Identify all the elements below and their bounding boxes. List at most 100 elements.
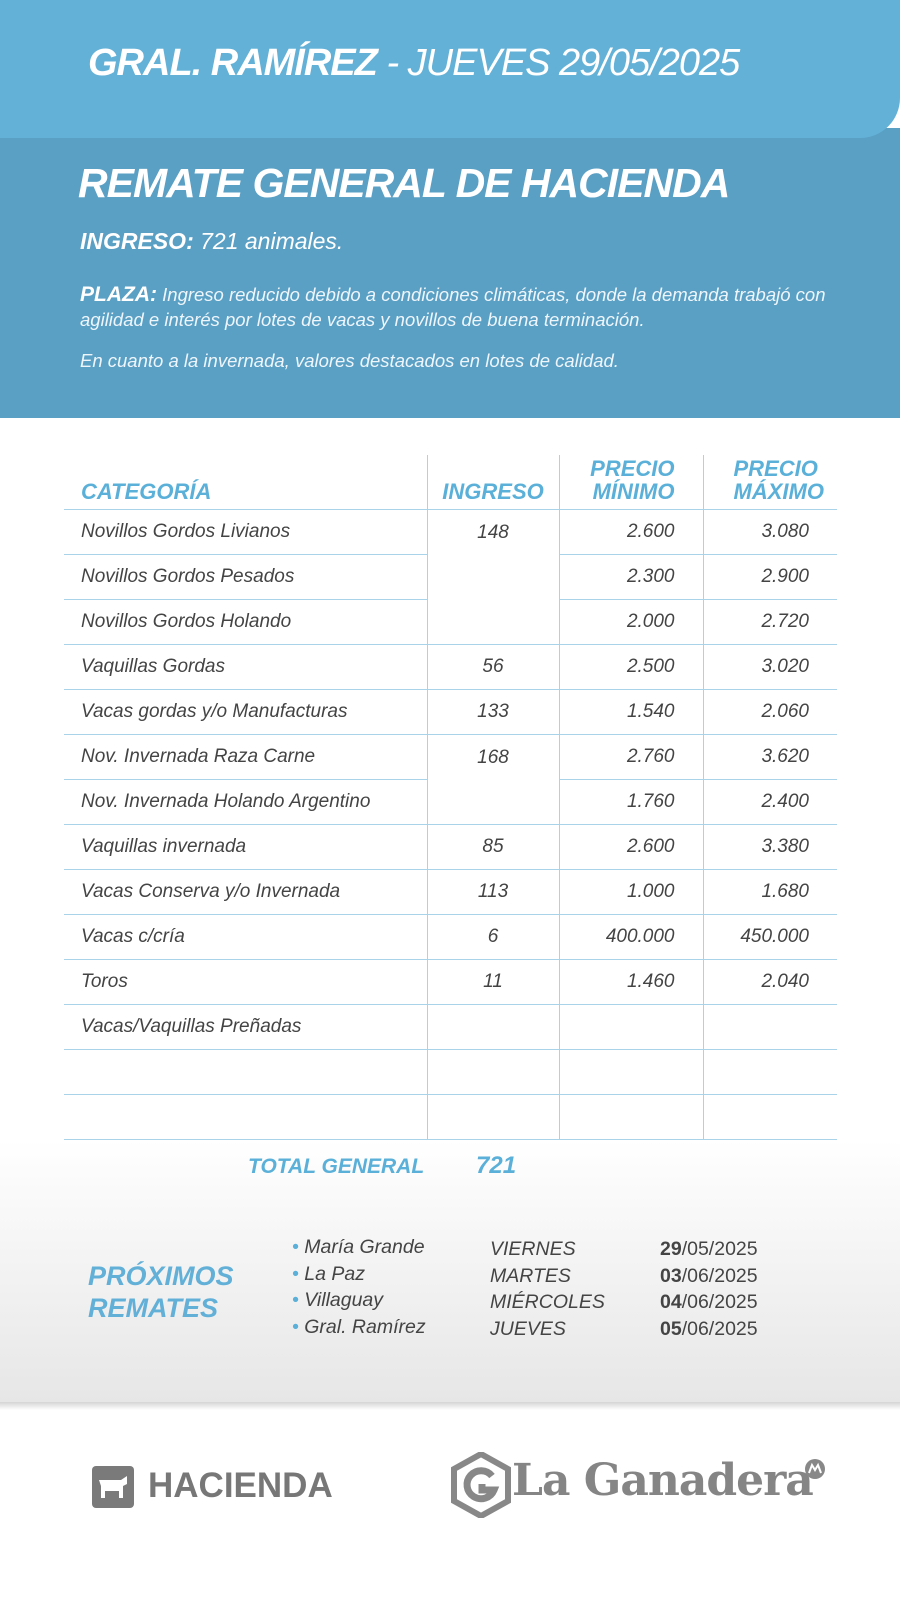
plaza-label: PLAZA: [80,283,157,306]
bullet: • [292,1236,305,1258]
brand-ganadera: La Ganadera [512,1455,814,1506]
table-row: Novillos Gordos Pesados 2.300 2.900 [64,554,837,600]
table-row: Nov. Invernada Holando Argentino 1.760 2.4… [64,779,837,825]
bullet: • [292,1315,305,1338]
intro-note: En cuanto a la invernada, valores destac… [80,350,619,371]
header-title: GRAL. RAMÍREZ - JUEVES 29/05/2025 [88,42,741,85]
bullet: • [292,1262,305,1285]
column-header: INGRESO [426,455,559,510]
remate-day: MIÉRCOLES [490,1291,605,1313]
table-row: Vacas gordas y/o Manufacturas 133 1.540 2.0… [64,689,837,735]
plaza-text: Ingreso reducido debido a condiciones cl… [80,284,826,330]
category: Novillos Gordos Pesados [64,554,427,600]
ingreso: 85 [426,824,559,870]
price-table: CATEGORÍA INGRESO PRECIO MÍNIMO PRECIO MÁXI… [64,455,837,1140]
precio-maximo: 3.380 [702,824,837,870]
remate-date-rest: /06/2025 [681,1317,758,1340]
blank-cell [558,1049,703,1095]
header-band [0,0,900,138]
ingreso: 133 [426,689,559,735]
column-header: PRECIO MÁXIMO [702,455,837,510]
ingreso: 6 [426,914,559,960]
table-header: CATEGORÍA INGRESO PRECIO MÍNIMO PRECIO MÁXI… [64,455,837,510]
blank-cell [558,1094,703,1140]
remate-date-day: 04 [660,1291,682,1313]
precio-maximo: 1.680 [702,869,837,915]
ingreso-line: INGRESO: 721 animales. [80,228,343,255]
ganadera-logo [451,1452,511,1518]
blank-cell [702,1094,837,1140]
remate-place: Gral. Ramírez [304,1315,426,1338]
precio-maximo: 3.620 [702,734,837,780]
remate-place: María Grande [304,1236,425,1258]
total-label: TOTAL GENERAL [248,1155,425,1178]
precio-minimo: 400.000 [558,914,703,960]
ingreso: 168 [426,734,559,825]
remate-date: 04/06/2025 [660,1291,758,1314]
hacienda-icon [92,1466,134,1508]
remate-date-rest: /06/2025 [681,1291,758,1313]
ganadera-mark [805,1459,825,1479]
ingreso: 56 [426,644,559,690]
remate-date-day: 03 [660,1264,682,1287]
remate-date-rest: /06/2025 [681,1264,758,1287]
plaza-line: PLAZA: Ingreso reducido debido a condici… [80,282,840,332]
ingreso [426,1004,559,1050]
precio-maximo: 3.020 [702,644,837,690]
header-separator: - [386,42,399,84]
category: Vacas c/cría [64,914,427,960]
remate-date-rest: /05/2025 [681,1238,758,1260]
table-row: Vacas Conserva y/o Invernada 113 1.000 1.68… [64,869,837,915]
blank-cell [702,1049,837,1095]
table-row: Nov. Invernada Raza Carne 168 2.760 3.620 [64,734,837,825]
ingreso: 11 [426,959,559,1005]
ingreso: 148 [426,509,559,645]
category: Vacas/Vaquillas Preñadas [64,1004,427,1050]
category: Vacas gordas y/o Manufacturas [64,689,427,735]
header-place: GRAL. RAMÍREZ [88,42,378,84]
intro-title: REMATE GENERAL DE HACIENDA [78,160,730,206]
precio-minimo: 2.600 [558,824,703,870]
table-row: Vacas c/cría 6 400.000 450.000 [64,914,837,960]
precio-minimo: 1.760 [558,779,703,825]
remate-date: 03/06/2025 [660,1265,758,1288]
bullet: • [292,1289,305,1311]
precio-maximo: 2.040 [702,959,837,1005]
category: Novillos Gordos Livianos [64,509,427,555]
category: Nov. Invernada Holando Argentino [64,779,427,825]
category: Vacas Conserva y/o Invernada [64,869,427,915]
blank-cell [426,1049,559,1095]
remate-date: 29/05/2025 [660,1238,758,1261]
column-header: PRECIO MÍNIMO [558,455,703,510]
remate-day: JUEVES [490,1317,566,1340]
remate-place-line: • La Paz [292,1263,365,1286]
ingreso-label: INGRESO: [80,228,194,254]
precio-minimo: 1.000 [558,869,703,915]
table-row: Novillos Gordos Holando 2.000 2.720 [64,599,837,645]
remate-date: 05/06/2025 [660,1318,758,1341]
precio-maximo: 450.000 [702,914,837,960]
precio-maximo [702,1004,837,1050]
total-value: 721 [476,1152,517,1179]
table-body: Novillos Gordos Livianos 148 2.600 3.080 Nov… [64,509,837,1140]
blank-cell [64,1049,427,1095]
precio-minimo [558,1004,703,1050]
category: Nov. Invernada Raza Carne [64,734,427,780]
remate-place: La Paz [304,1262,365,1285]
header-date: JUEVES 29/05/2025 [407,42,741,84]
divider [0,1402,900,1410]
table-row: Toros 11 1.460 2.040 [64,959,837,1005]
precio-maximo: 2.900 [702,554,837,600]
precio-minimo: 2.300 [558,554,703,600]
precio-maximo: 2.720 [702,599,837,645]
remate-place-line: • María Grande [292,1236,425,1259]
table-row: Vaquillas invernada 85 2.600 3.380 [64,824,837,870]
precio-minimo: 2.760 [558,734,703,780]
remate-place-line: • Villaguay [292,1289,383,1312]
category: Toros [64,959,427,1005]
blank-cell [64,1094,427,1140]
category: Vaquillas Gordas [64,644,427,690]
precio-minimo: 1.460 [558,959,703,1005]
blank-row [64,1049,837,1095]
